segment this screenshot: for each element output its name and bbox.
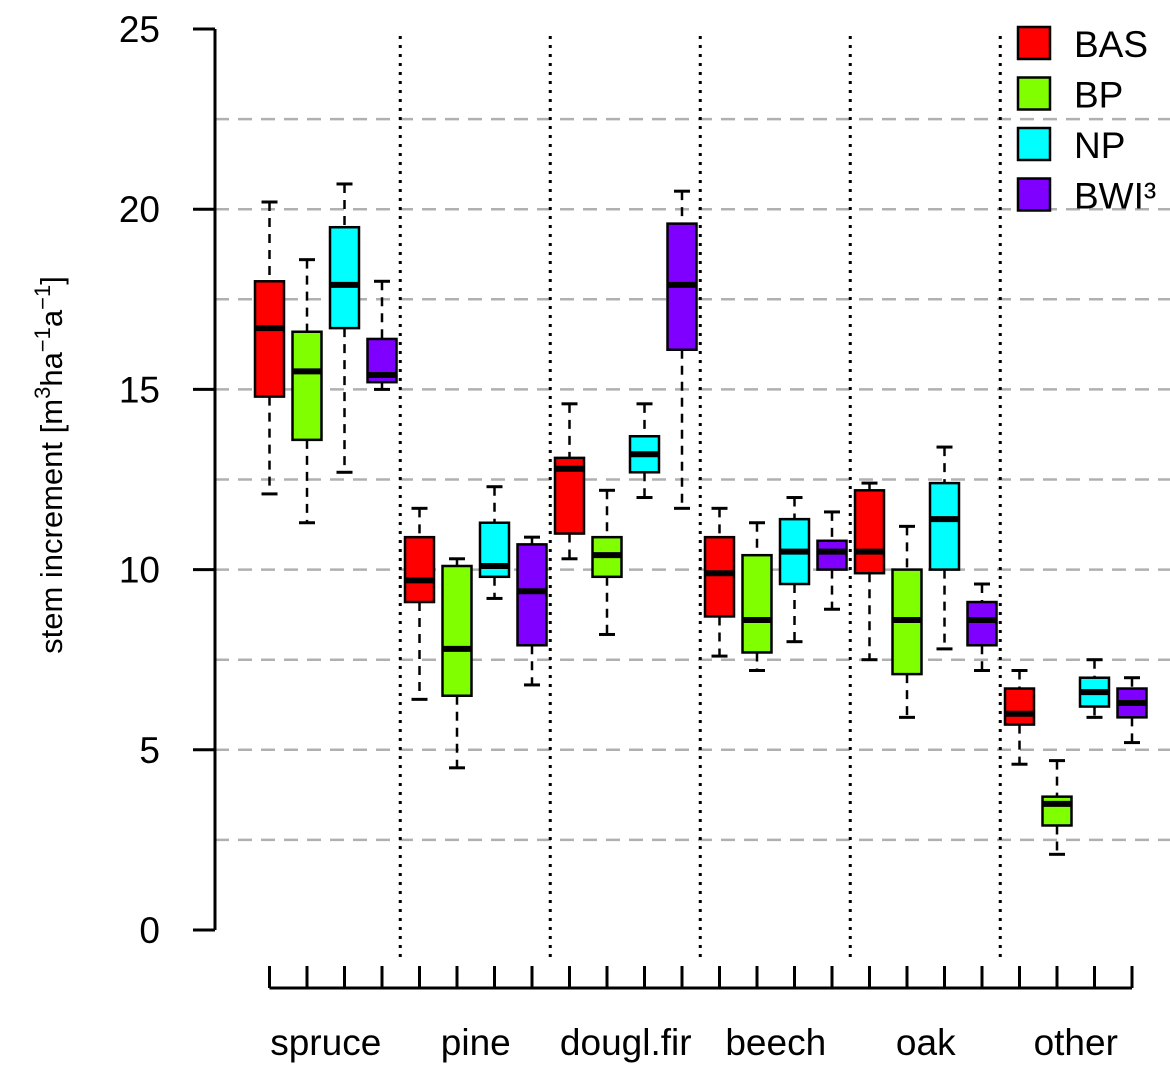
y-axis-title: stem increment [m3ha−1a−1]	[30, 276, 69, 654]
box-body	[703, 535, 736, 618]
box-other-BWI³	[1116, 676, 1148, 745]
y-axis-title-lead: stem increment [m	[34, 399, 69, 654]
y-tick-label: 0	[139, 910, 160, 951]
box-body	[291, 330, 323, 442]
box-body	[966, 600, 998, 647]
box-body	[1003, 687, 1036, 726]
box-pine-BAS	[403, 506, 436, 701]
legend-item-BAS: BAS	[1016, 24, 1148, 65]
legend-swatch	[1016, 126, 1052, 162]
legend-label: BWI³	[1074, 176, 1156, 217]
box-layer	[253, 182, 1148, 856]
y-axis-title-tail: ]	[34, 276, 69, 285]
box-spruce-NP	[328, 182, 361, 474]
y-axis-title-sup2: −1	[30, 327, 55, 352]
box-oak-BWI³	[966, 582, 998, 673]
box-pine-BP	[441, 557, 473, 770]
box-beech-BP	[741, 521, 773, 673]
box-body	[516, 543, 548, 647]
box-other-BP	[1041, 759, 1073, 856]
box-body	[328, 225, 361, 330]
legend-item-NP: NP	[1016, 125, 1125, 166]
y-axis-title-mid2: a	[34, 309, 69, 327]
box-body	[741, 553, 773, 654]
box-beech-BAS	[703, 506, 736, 658]
y-axis-title-sup3: −1	[30, 285, 55, 310]
legend-item-BWI³: BWI³	[1016, 176, 1156, 217]
x-category-label: oak	[896, 1022, 956, 1063]
y-tick-label: 10	[119, 550, 160, 591]
box-body	[441, 564, 473, 697]
legend-item-BP: BP	[1016, 75, 1123, 116]
box-dougl.fir-NP	[628, 402, 661, 500]
grid-layer	[215, 117, 1170, 842]
box-body	[928, 481, 961, 571]
axis-layer: 0 5 10 15 20 25 spruce pine dougl.fir beech oak oth…	[119, 9, 1134, 1063]
box-body	[253, 280, 286, 398]
box-spruce-BP	[291, 258, 323, 525]
box-dougl.fir-BP	[591, 488, 623, 636]
box-oak-NP	[928, 445, 961, 651]
y-tick-label: 20	[119, 189, 160, 230]
box-pine-NP	[478, 485, 511, 600]
box-body	[403, 535, 436, 604]
y-tick-label: 5	[139, 730, 160, 771]
legend: BAS BP NP BWI³	[1016, 24, 1156, 217]
box-oak-BP	[891, 524, 923, 719]
x-category-label: beech	[725, 1022, 826, 1063]
box-other-BAS	[1003, 669, 1036, 766]
box-other-NP	[1078, 658, 1111, 719]
category-separators	[398, 36, 1002, 960]
box-spruce-BWI³	[366, 279, 398, 391]
x-category-label: spruce	[270, 1022, 381, 1063]
legend-label: NP	[1074, 125, 1125, 166]
box-dougl.fir-BAS	[553, 402, 586, 561]
box-spruce-BAS	[253, 200, 286, 496]
legend-swatch	[1016, 25, 1052, 61]
box-body	[853, 489, 886, 575]
x-category-label: dougl.fir	[560, 1022, 692, 1063]
y-axis-title-sup1: 3	[30, 387, 55, 399]
box-beech-NP	[778, 496, 811, 644]
legend-label: BAS	[1074, 24, 1148, 65]
box-beech-BWI³	[816, 510, 848, 611]
box-oak-BAS	[853, 481, 886, 662]
legend-label: BP	[1074, 75, 1123, 116]
y-tick-label: 25	[119, 9, 160, 50]
legend-swatch	[1016, 177, 1052, 212]
x-category-label: other	[1034, 1022, 1118, 1063]
box-pine-BWI³	[516, 535, 548, 687]
x-category-label: pine	[441, 1022, 511, 1063]
box-body	[816, 539, 848, 571]
legend-swatch	[1016, 76, 1052, 111]
box-dougl.fir-BWI³	[666, 189, 698, 510]
y-axis-title-mid1: ha	[34, 351, 69, 386]
y-tick-label: 15	[119, 369, 160, 410]
